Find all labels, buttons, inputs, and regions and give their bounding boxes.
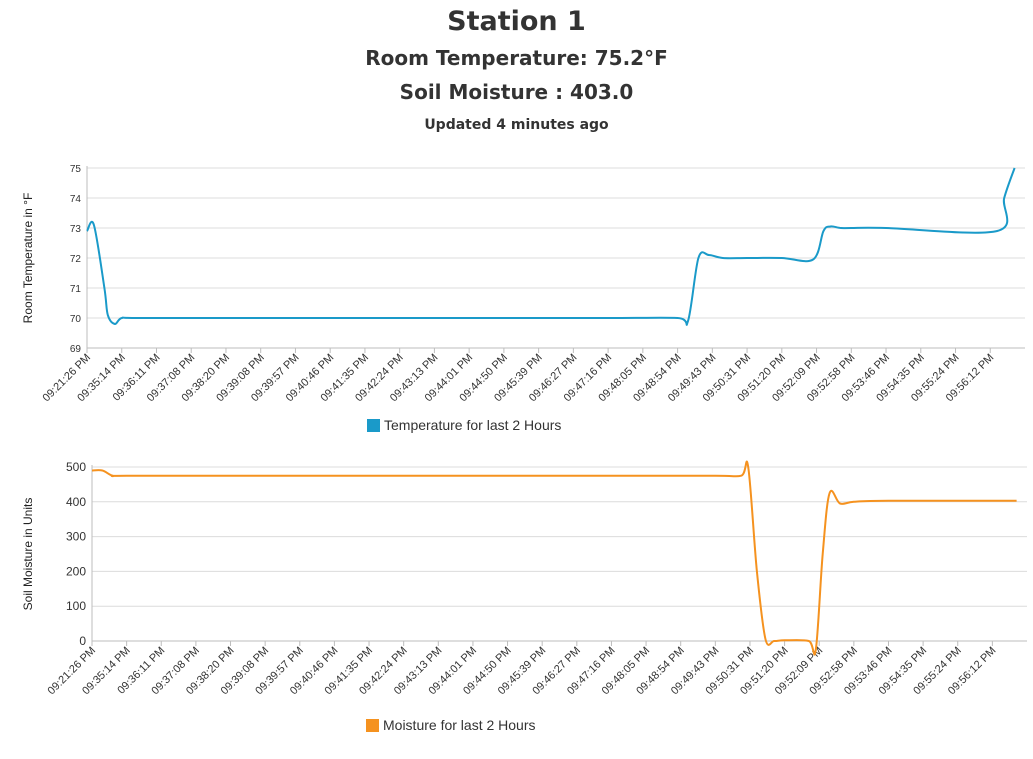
- moisture-chart-y-tick-label: 500: [66, 460, 86, 474]
- temperature-chart-y-axis-label: Room Temperature in °F: [21, 193, 35, 324]
- temperature-legend-swatch: [367, 418, 380, 432]
- moisture-legend-swatch: [366, 718, 379, 732]
- moisture-chart-y-tick-label: 400: [66, 495, 86, 509]
- moisture-chart-series-line: [91, 460, 1017, 656]
- temperature-chart-y-tick-label: 70: [70, 314, 82, 325]
- temperature-chart-y-tick-label: 71: [70, 284, 82, 295]
- moisture-chart-y-axis-label: Soil Moisture in Units: [21, 498, 35, 611]
- temperature-chart-y-tick-label: 74: [70, 194, 82, 205]
- temperature-legend[interactable]: Temperature for last 2 Hours: [367, 417, 561, 433]
- temperature-chart-y-tick-label: 73: [70, 224, 82, 235]
- moisture-chart-y-tick-label: 100: [66, 599, 86, 613]
- updated-status: Updated 4 minutes ago: [424, 117, 609, 133]
- temperature-chart-series-line: [86, 167, 1016, 326]
- temperature-chart-y-tick-label: 72: [70, 254, 82, 265]
- temperature-chart-y-tick-label: 75: [70, 164, 82, 175]
- moisture-legend[interactable]: Moisture for last 2 Hours: [366, 717, 536, 733]
- room-temperature-reading: Room Temperature: 75.2°F: [365, 46, 668, 70]
- moisture-chart-y-tick-label: 0: [79, 634, 86, 648]
- temperature-legend-label: Temperature for last 2 Hours: [384, 417, 562, 433]
- moisture-chart-y-tick-label: 200: [66, 564, 86, 578]
- moisture-chart-y-tick-label: 300: [66, 530, 86, 544]
- moisture-legend-label: Moisture for last 2 Hours: [383, 717, 536, 733]
- station-title: Station 1: [447, 6, 586, 37]
- soil-moisture-reading: Soil Moisture : 403.0: [399, 80, 634, 104]
- temperature-chart-y-tick-label: 69: [70, 344, 82, 355]
